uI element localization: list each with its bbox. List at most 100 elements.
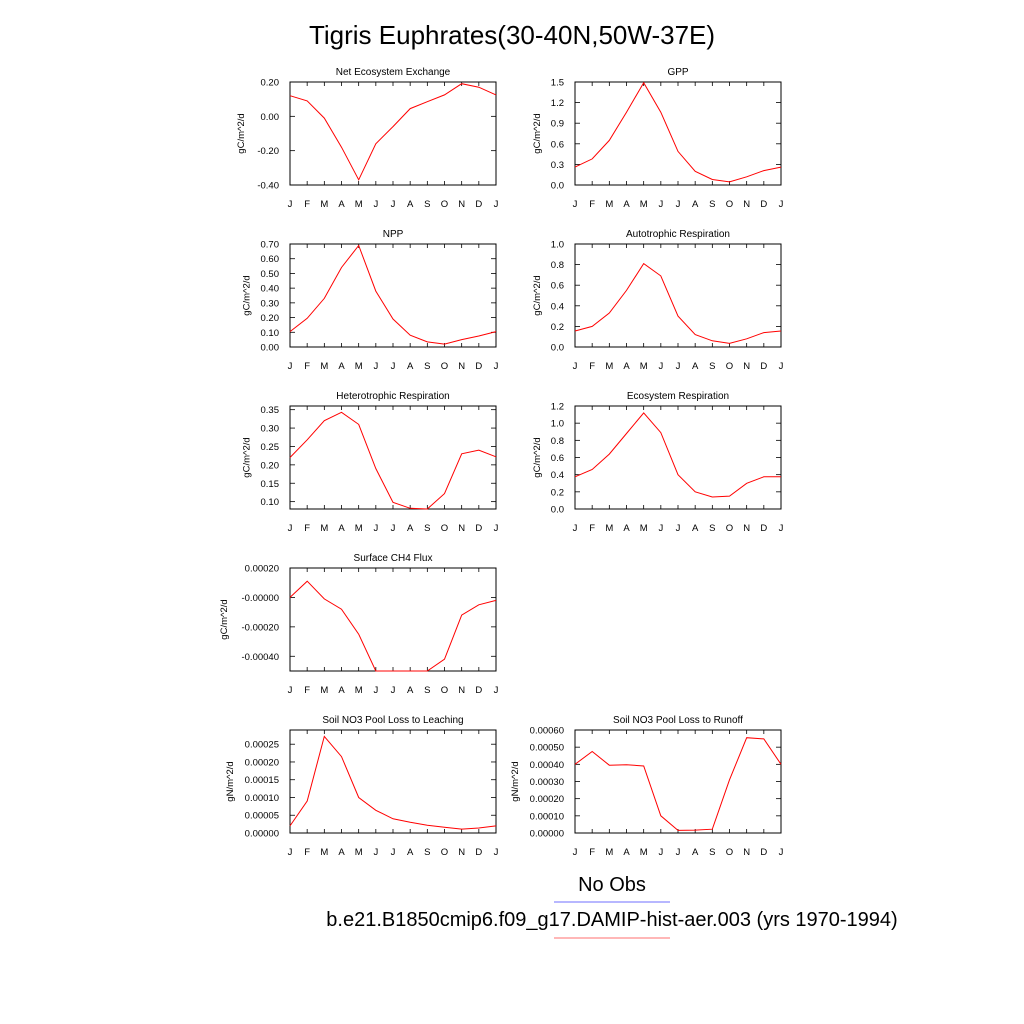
plot-frame <box>574 729 782 834</box>
x-tick-label: A <box>407 199 414 210</box>
panel-title: Heterotrophic Respiration <box>336 391 449 402</box>
y-tick-label: 0.0 <box>551 343 564 354</box>
y-tick-label: 1.2 <box>551 402 564 413</box>
series-line <box>289 244 497 345</box>
y-tick-label: 0.20 <box>261 78 280 89</box>
x-tick-label: J <box>288 361 293 372</box>
x-tick-label: A <box>338 361 345 372</box>
figure-title: Tigris Euphrates(30-40N,50W-37E) <box>309 20 715 50</box>
y-tick-label: 0.2 <box>551 487 564 498</box>
x-tick-label: S <box>709 361 715 372</box>
x-tick-label: S <box>709 199 715 210</box>
plot-frame <box>574 243 782 348</box>
x-tick-label: A <box>692 847 699 858</box>
x-tick-label: O <box>726 199 733 210</box>
y-tick-label: 0.00015 <box>245 775 279 786</box>
y-axis-label: gC/m^2/d <box>242 437 253 477</box>
y-tick-label: 0.9 <box>551 119 564 130</box>
series-line <box>574 81 782 183</box>
x-tick-label: A <box>623 847 630 858</box>
panel-title: Surface CH4 Flux <box>354 553 433 564</box>
x-tick-label: J <box>779 523 784 534</box>
legend-label-obs: No Obs <box>578 874 646 896</box>
y-tick-label: 0.00000 <box>530 829 564 840</box>
panel-title: Autotrophic Respiration <box>626 229 730 240</box>
x-tick-label: N <box>458 523 465 534</box>
x-tick-label: M <box>605 847 613 858</box>
x-tick-label: N <box>458 361 465 372</box>
x-tick-label: D <box>760 361 767 372</box>
x-tick-label: N <box>458 847 465 858</box>
x-tick-label: J <box>658 361 663 372</box>
y-axis-label: gC/m^2/d <box>236 113 247 153</box>
x-tick-label: N <box>743 199 750 210</box>
x-tick-label: S <box>424 199 430 210</box>
y-tick-label: 1.0 <box>551 240 564 251</box>
x-tick-label: J <box>288 523 293 534</box>
x-tick-label: N <box>743 361 750 372</box>
x-tick-label: A <box>623 199 630 210</box>
x-tick-label: M <box>605 523 613 534</box>
x-tick-label: N <box>743 523 750 534</box>
y-tick-label: -0.00020 <box>241 622 279 633</box>
x-tick-label: J <box>494 361 499 372</box>
y-tick-label: 0.50 <box>261 269 280 280</box>
x-tick-label: F <box>589 847 595 858</box>
x-tick-label: S <box>424 847 430 858</box>
x-tick-label: O <box>441 361 448 372</box>
series-line <box>574 412 781 498</box>
y-tick-label: 0.30 <box>261 298 280 309</box>
x-tick-label: J <box>288 199 293 210</box>
y-tick-label: 0.20 <box>261 460 280 471</box>
x-tick-label: M <box>355 199 363 210</box>
x-tick-label: J <box>391 361 396 372</box>
x-tick-label: J <box>779 847 784 858</box>
series-line <box>574 262 782 344</box>
panel-title: NPP <box>383 229 404 240</box>
x-tick-label: M <box>355 361 363 372</box>
x-tick-label: F <box>304 199 310 210</box>
plot-frame <box>289 405 497 510</box>
x-tick-label: J <box>494 685 499 696</box>
x-tick-label: N <box>458 199 465 210</box>
x-tick-label: A <box>338 523 345 534</box>
y-tick-label: 0.70 <box>261 240 280 251</box>
series-line <box>289 580 497 672</box>
x-tick-label: J <box>676 361 681 372</box>
x-tick-label: A <box>407 685 414 696</box>
x-tick-label: A <box>338 199 345 210</box>
x-tick-label: J <box>288 847 293 858</box>
y-tick-label: 0.0 <box>551 181 564 192</box>
y-axis-label: gC/m^2/d <box>532 275 543 315</box>
plot-frame <box>289 567 497 672</box>
series-line <box>289 411 497 510</box>
y-tick-label: 0.15 <box>261 479 280 490</box>
x-tick-label: F <box>304 685 310 696</box>
y-tick-label: 0.0 <box>551 505 564 516</box>
x-tick-label: A <box>692 361 699 372</box>
y-tick-label: 0.00000 <box>245 829 279 840</box>
y-axis-label: gC/m^2/d <box>242 275 253 315</box>
x-tick-label: J <box>373 523 378 534</box>
x-tick-label: O <box>726 523 733 534</box>
x-tick-label: F <box>589 361 595 372</box>
y-tick-label: 0.00025 <box>245 740 279 751</box>
x-tick-label: D <box>475 685 482 696</box>
legend-label-model: b.e21.B1850cmip6.f09_g17.DAMIP-hist-aer.… <box>326 909 897 931</box>
x-tick-label: J <box>494 847 499 858</box>
y-tick-label: 0.00010 <box>245 793 279 804</box>
y-tick-label: 0.8 <box>551 260 564 271</box>
y-tick-label: 0.00060 <box>530 726 564 737</box>
x-tick-label: A <box>407 523 414 534</box>
x-tick-label: J <box>779 199 784 210</box>
y-tick-label: 0.6 <box>551 453 564 464</box>
x-tick-label: N <box>458 685 465 696</box>
x-tick-label: M <box>355 523 363 534</box>
x-tick-label: J <box>373 847 378 858</box>
y-axis-label: gC/m^2/d <box>532 437 543 477</box>
